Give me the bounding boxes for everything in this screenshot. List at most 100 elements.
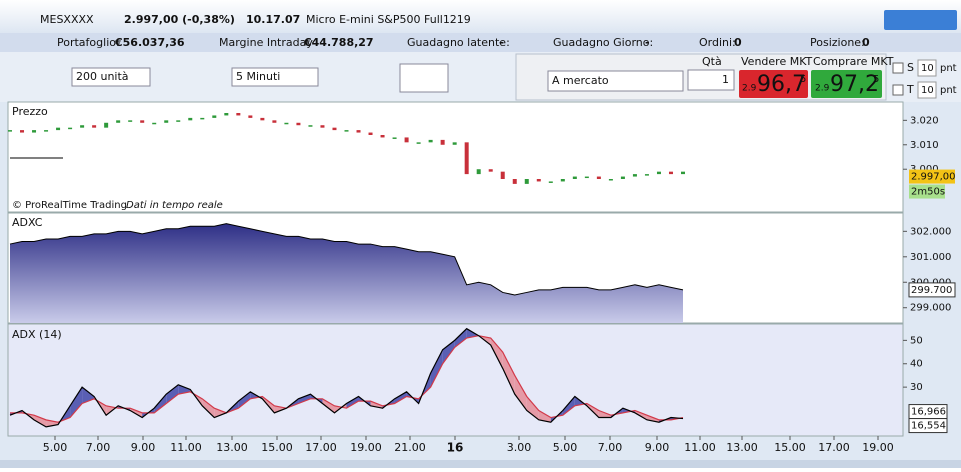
adx-fill xyxy=(514,375,527,411)
candle xyxy=(368,132,373,135)
y-tick-label: 3.020 xyxy=(910,115,939,126)
quote: 2.997,00 (-0,38%) xyxy=(124,13,235,26)
pnt-input[interactable] xyxy=(917,81,937,99)
candle xyxy=(656,171,661,175)
candle xyxy=(344,130,349,132)
candle xyxy=(572,176,577,179)
account-label: Guadagno Giorno: xyxy=(553,36,653,49)
chart-type-button[interactable] xyxy=(399,63,449,93)
candle xyxy=(428,139,433,143)
option-label: T xyxy=(906,83,914,96)
adx-fill xyxy=(394,391,407,404)
buy-label: Comprare MKT xyxy=(813,55,894,68)
window-buttons[interactable] xyxy=(884,10,957,30)
account-label: Guadagno latente: xyxy=(407,36,510,49)
candle xyxy=(308,125,313,127)
adx-fill xyxy=(202,398,215,418)
candle xyxy=(164,120,169,123)
buy-button[interactable] xyxy=(811,70,882,98)
candle xyxy=(176,120,181,122)
account-value: - xyxy=(499,36,504,49)
y-tick-label: 299.000 xyxy=(910,303,951,314)
x-tick-label: 13.00 xyxy=(726,441,758,454)
candle xyxy=(584,176,589,179)
candle xyxy=(681,171,685,175)
candle xyxy=(668,171,673,175)
last-last_adx-box xyxy=(908,418,948,434)
checkbox[interactable] xyxy=(892,62,904,74)
last-signal: 16,966 xyxy=(911,407,946,418)
option-unit: pnt xyxy=(940,85,957,96)
x-tick-label: 15.00 xyxy=(261,441,293,454)
pnt-input[interactable] xyxy=(917,59,937,77)
adx-fill xyxy=(214,408,227,418)
candle xyxy=(392,137,397,139)
candle xyxy=(536,179,541,182)
signal-line xyxy=(10,335,684,423)
qty-label: Qtà xyxy=(702,55,722,68)
sell-button[interactable] xyxy=(739,70,808,98)
x-tick-label: 11.00 xyxy=(170,441,202,454)
adx-fill xyxy=(34,415,47,427)
candle xyxy=(296,122,301,126)
candle xyxy=(620,176,625,179)
countdown: 2m50s xyxy=(911,187,945,198)
candle xyxy=(128,120,133,122)
candle xyxy=(284,122,289,125)
candle xyxy=(200,117,205,120)
quantity-select[interactable] xyxy=(71,67,151,87)
order-type: A mercato xyxy=(552,74,609,87)
last-adxc-box xyxy=(908,282,956,298)
candle xyxy=(644,174,649,176)
copyright: © ProRealTime Trading xyxy=(12,200,127,211)
timeframe-select[interactable] xyxy=(231,67,319,87)
adx-fill xyxy=(166,384,179,404)
quantity: 200 unità xyxy=(76,70,129,83)
x-tick-label: 19.00 xyxy=(862,441,894,454)
account-label: Margine Intraday xyxy=(219,36,313,49)
candle xyxy=(416,142,421,144)
account-label: Posizione: xyxy=(810,36,865,49)
candle xyxy=(476,169,481,175)
y-tick-label: 301.000 xyxy=(910,252,951,263)
checkbox[interactable] xyxy=(892,84,904,96)
price-prefix: 2.9 xyxy=(742,84,757,94)
account-value: - xyxy=(645,36,650,49)
qty-input[interactable] xyxy=(687,69,735,91)
option-value: 10 xyxy=(921,85,934,96)
price-suffix: 5 xyxy=(873,74,879,85)
candle xyxy=(260,117,265,121)
candle xyxy=(320,125,325,128)
candle xyxy=(512,179,517,184)
candle xyxy=(104,122,109,128)
candle xyxy=(380,135,385,138)
candle xyxy=(188,117,193,121)
last-price: 2.997,00 xyxy=(911,172,956,183)
candle xyxy=(272,120,277,123)
candle xyxy=(464,142,469,175)
adx-fill xyxy=(154,394,167,413)
candle xyxy=(452,142,457,145)
option-label: S xyxy=(907,61,914,74)
adx-line xyxy=(9,327,684,428)
x-tick-label: 3.00 xyxy=(507,441,532,454)
candle xyxy=(332,127,337,131)
price-prefix: 2.9 xyxy=(815,84,830,94)
adx-fill xyxy=(526,396,539,420)
x-tick-label: 11.00 xyxy=(684,441,716,454)
symbol: MESXXXX xyxy=(40,13,94,26)
last-price-box xyxy=(909,169,955,184)
last-adx: 16,554 xyxy=(911,421,946,432)
candle xyxy=(32,130,37,133)
candle xyxy=(404,137,409,143)
price-panel xyxy=(7,101,904,213)
adx-fill xyxy=(454,328,467,348)
candle xyxy=(44,130,49,132)
feed: Dati in tempo reale xyxy=(126,200,223,211)
order-type-select[interactable] xyxy=(547,70,684,92)
adxc-line xyxy=(9,223,684,296)
y-tick-label: 302.000 xyxy=(910,226,951,237)
account-label: Portafoglio: xyxy=(57,36,120,49)
title-bar xyxy=(0,0,961,33)
x-tick-label: 13.00 xyxy=(216,441,248,454)
